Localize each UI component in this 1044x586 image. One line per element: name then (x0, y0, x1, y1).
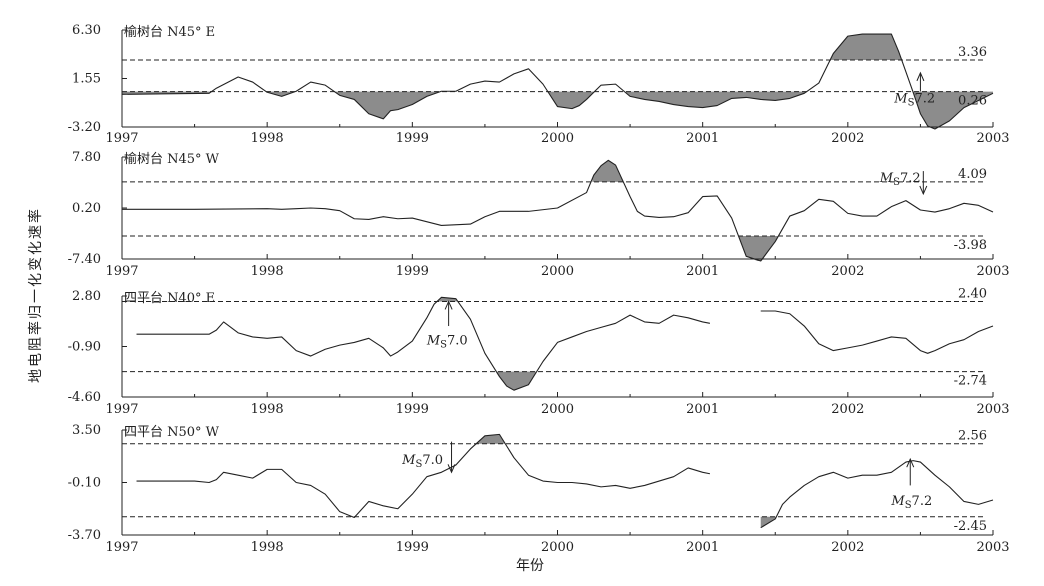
threshold-label: -2.45 (954, 519, 987, 534)
panel-4: 2.56 -2.45 3.50 -0.10 -3.70 1997 1998 1999 2000 2… (68, 423, 1010, 555)
event-arrow-head (906, 457, 915, 468)
threshold-label: 2.56 (958, 429, 987, 444)
x-tick-label: 1998 (251, 264, 284, 279)
x-tick-label: 1999 (396, 264, 429, 279)
x-tick-label: 1998 (251, 540, 284, 555)
x-tick-label: 2003 (976, 402, 1009, 417)
y-axis-title: 地电阻率归一化变化速率 (27, 207, 44, 383)
exceedance-shading (548, 91, 594, 109)
x-tick-label: 2000 (541, 131, 574, 146)
y-tick-label: 3.50 (72, 423, 101, 438)
event-arrow-head (447, 464, 456, 474)
panel-3: 2.40 -2.74 2.80 -0.90 -4.60 1997 1998 1999 2000 2… (68, 286, 1010, 417)
y-tick-label: 7.80 (72, 150, 101, 165)
exceedance-shading (476, 434, 505, 444)
x-tick-label: 1997 (105, 540, 138, 555)
x-tick-label: 2001 (686, 264, 719, 279)
y-tick-label: 2.80 (72, 289, 101, 304)
x-tick-label: 1997 (105, 131, 138, 146)
x-tick-label: 2003 (976, 264, 1009, 279)
x-tick-label: 1997 (105, 402, 138, 417)
y-tick-label: 6.30 (72, 23, 101, 38)
exceedance-shading (738, 236, 779, 261)
exceedance-shading (913, 91, 993, 129)
station-label: 四平台 N50° W (124, 425, 220, 440)
x-tick-label: 2003 (976, 131, 1009, 146)
y-tick-label: -4.60 (68, 390, 101, 405)
station-label: 榆树台 N45° W (124, 152, 220, 167)
event-label: MS7.0 (401, 453, 443, 470)
y-tick-label: -0.10 (68, 476, 101, 491)
x-tick-label: 1997 (105, 264, 138, 279)
series-line (760, 310, 994, 354)
event-arrow-head (444, 300, 453, 310)
exceedance-shading (830, 34, 902, 61)
series-line (136, 296, 711, 391)
station-label: 四平台 N40° E (124, 291, 215, 306)
exceedance-shading (592, 160, 623, 182)
event-arrow-head (919, 185, 928, 196)
x-tick-label: 2001 (686, 540, 719, 555)
x-tick-label: 2001 (686, 402, 719, 417)
x-tick-label: 1999 (396, 540, 429, 555)
x-tick-label: 2002 (831, 540, 864, 555)
series-line (122, 159, 994, 262)
x-tick-label: 1998 (251, 402, 284, 417)
x-tick-label: 2002 (831, 264, 864, 279)
event-label: MS7.2 (879, 171, 921, 188)
series-line (121, 33, 994, 130)
event-label: MS7.2 (893, 91, 935, 108)
series-line (760, 460, 994, 529)
y-tick-label: -0.90 (68, 340, 101, 355)
threshold-label: 4.09 (958, 167, 987, 182)
x-tick-label: 1999 (396, 402, 429, 417)
event-label: MS7.2 (890, 494, 932, 511)
x-tick-label: 2000 (541, 540, 574, 555)
event-arrow-head (916, 71, 925, 82)
exceedance-shading (267, 91, 295, 97)
series-line (136, 433, 711, 519)
exceedance-shading (437, 297, 458, 302)
y-tick-label: -3.20 (68, 120, 101, 135)
x-tick-label: 2002 (831, 131, 864, 146)
x-tick-label: 2001 (686, 131, 719, 146)
threshold-label: -2.74 (954, 374, 987, 389)
y-tick-label: 0.20 (72, 201, 101, 216)
y-tick-label: -3.70 (68, 528, 101, 543)
exceedance-shading (335, 91, 440, 119)
threshold-label: 0.26 (958, 94, 987, 109)
threshold-label: 3.36 (958, 45, 987, 60)
threshold-label: 2.40 (958, 286, 987, 301)
x-tick-label: 2000 (541, 264, 574, 279)
x-tick-label: 2002 (831, 402, 864, 417)
x-tick-label: 1999 (396, 131, 429, 146)
x-tick-label: 1998 (251, 131, 284, 146)
panel-1: 3.36 0.26 6.30 1.55 -3.20 1997 1998 1999 2000 200… (68, 23, 1010, 146)
y-tick-label: 1.55 (72, 72, 101, 87)
station-label: 榆树台 N45° E (124, 25, 215, 40)
panel-2: 4.09 -3.98 7.80 0.20 -7.40 1997 1998 1999 2000 20… (68, 150, 1010, 279)
threshold-label: -3.98 (954, 238, 987, 253)
x-axis-title: 年份 (516, 558, 544, 574)
x-tick-label: 2003 (976, 540, 1009, 555)
y-tick-label: -7.40 (68, 252, 101, 267)
event-label: MS7.0 (426, 334, 468, 351)
x-tick-label: 2000 (541, 402, 574, 417)
